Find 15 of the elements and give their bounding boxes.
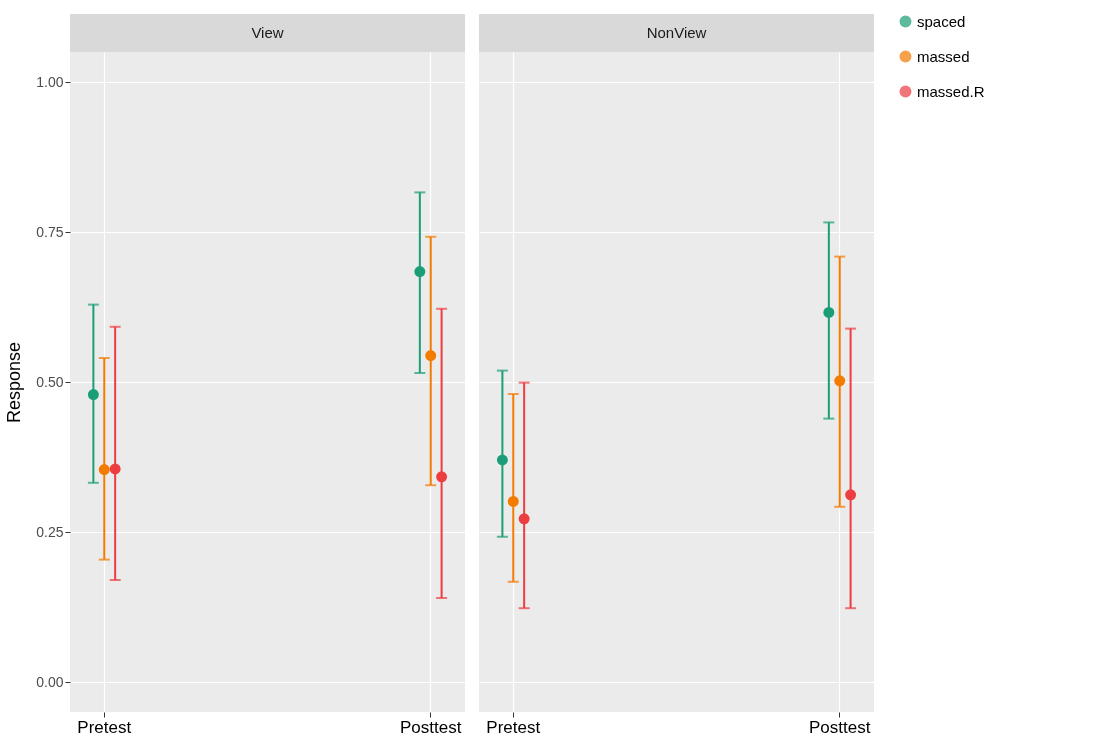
chart-title: NonView — [646, 24, 707, 41]
legend-label: massed — [917, 47, 970, 65]
x-tick-label: Posttest — [400, 717, 462, 737]
y-tick-label: 1.00 — [36, 73, 64, 90]
y-tick-label: 0.75 — [36, 223, 64, 240]
y-tick-label: 0.25 — [36, 523, 64, 540]
legend-label: massed.R — [917, 82, 985, 100]
y-tick-label: 0.00 — [36, 673, 64, 690]
y-tick-label: 0.50 — [36, 373, 64, 390]
chart-title: View — [251, 24, 284, 41]
x-tick-label: Pretest — [486, 717, 541, 737]
y-axis-title: Response — [4, 341, 25, 424]
x-tick-label: Posttest — [809, 717, 871, 737]
x-tick-label: Pretest — [77, 717, 132, 737]
legend-label: spaced — [917, 12, 966, 30]
